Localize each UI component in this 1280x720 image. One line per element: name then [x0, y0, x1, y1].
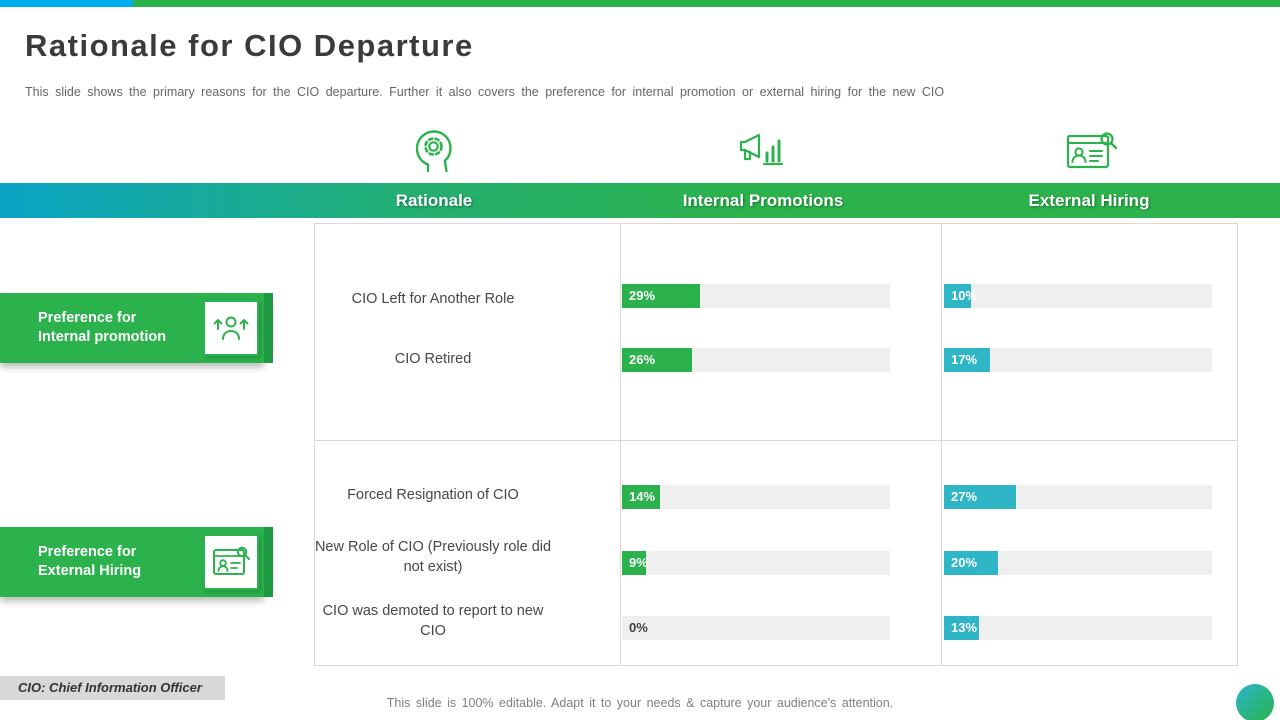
column-header-rationale: Rationale — [395, 191, 473, 210]
bar-value-label: 29% — [629, 288, 656, 303]
external-hiring-bar: 20% — [944, 551, 1212, 575]
internal-promotion-preference-label: Preference for Internal promotion — [38, 310, 167, 345]
page-title: Rationale for CIO Departure — [25, 28, 474, 63]
bar-value-label: 14% — [629, 489, 656, 504]
grid-line — [314, 665, 1238, 666]
header-band — [0, 183, 1280, 218]
external-hiring-preference-label: Preference for External Hiring — [38, 544, 142, 579]
grid-line — [314, 223, 1238, 224]
internal-promotions-bar: 14% — [622, 485, 890, 509]
external-hiring-bar: 13% — [944, 616, 1212, 640]
grid-line — [941, 223, 942, 665]
bar-value-label: 10% — [951, 288, 978, 303]
bar-fill — [944, 284, 971, 308]
internal-promotion-preference-block: Preference for Internal promotion — [0, 293, 264, 363]
bar-fill — [622, 485, 660, 509]
bar-fill — [944, 616, 979, 640]
row-label: CIO Retired — [394, 351, 472, 367]
top-strip-green — [133, 0, 1280, 7]
bar-fill — [944, 348, 990, 372]
hiring-search-icon — [1065, 129, 1117, 173]
grid-line — [314, 440, 1238, 441]
abbreviation-box: CIO: Chief Information Officer — [0, 676, 225, 700]
external-hiring-bar: 10% — [944, 284, 1212, 308]
bar-fill — [622, 284, 700, 308]
megaphone-chart-icon — [737, 129, 789, 173]
head-gear-icon — [409, 127, 457, 175]
team-growth-icon — [203, 300, 259, 356]
row-label: Forced Resignation of CIO — [347, 487, 519, 503]
bar-value-label: 0% — [629, 620, 648, 635]
row-label: CIO Left for Another Role — [351, 291, 515, 307]
column-header-external-hiring: External Hiring — [1028, 191, 1150, 210]
internal-promotions-bar: 29% — [622, 284, 890, 308]
editable-note: This slide is 100% editable. Adapt it to… — [386, 696, 894, 710]
external-hiring-bar: 27% — [944, 485, 1212, 509]
internal-promotions-bar: 26% — [622, 348, 890, 372]
grid-line — [1237, 223, 1238, 665]
top-strip-cyan — [0, 0, 133, 7]
internal-promotions-bar: 0% — [622, 616, 890, 640]
corner-decoration-circle — [1236, 684, 1274, 720]
grid-line — [620, 223, 621, 665]
page-subtitle: This slide shows the primary reasons for… — [25, 85, 945, 99]
bar-value-label: 17% — [951, 352, 978, 367]
bar-fill — [944, 551, 998, 575]
external-hiring-preference-block: Preference for External Hiring — [0, 527, 264, 597]
grid-line — [314, 223, 315, 665]
bar-fill — [622, 348, 692, 372]
row-label: New Role of CIO (Previously role did not… — [314, 539, 552, 575]
bar-value-label: 27% — [951, 489, 978, 504]
internal-promotions-bar: 9% — [622, 551, 890, 575]
bar-value-label: 13% — [951, 620, 978, 635]
bar-value-label: 20% — [951, 555, 978, 570]
bar-value-label: 26% — [629, 352, 656, 367]
row-label: CIO was demoted to report to new CIO — [322, 603, 544, 639]
hiring-card-icon — [203, 534, 259, 590]
bar-fill — [944, 485, 1017, 509]
bar-fill — [622, 551, 647, 575]
block-accent — [264, 527, 273, 597]
external-hiring-bar: 17% — [944, 348, 1212, 372]
block-accent — [264, 293, 273, 363]
column-header-internal-promotions: Internal Promotions — [682, 191, 844, 210]
bar-value-label: 9% — [629, 555, 648, 570]
